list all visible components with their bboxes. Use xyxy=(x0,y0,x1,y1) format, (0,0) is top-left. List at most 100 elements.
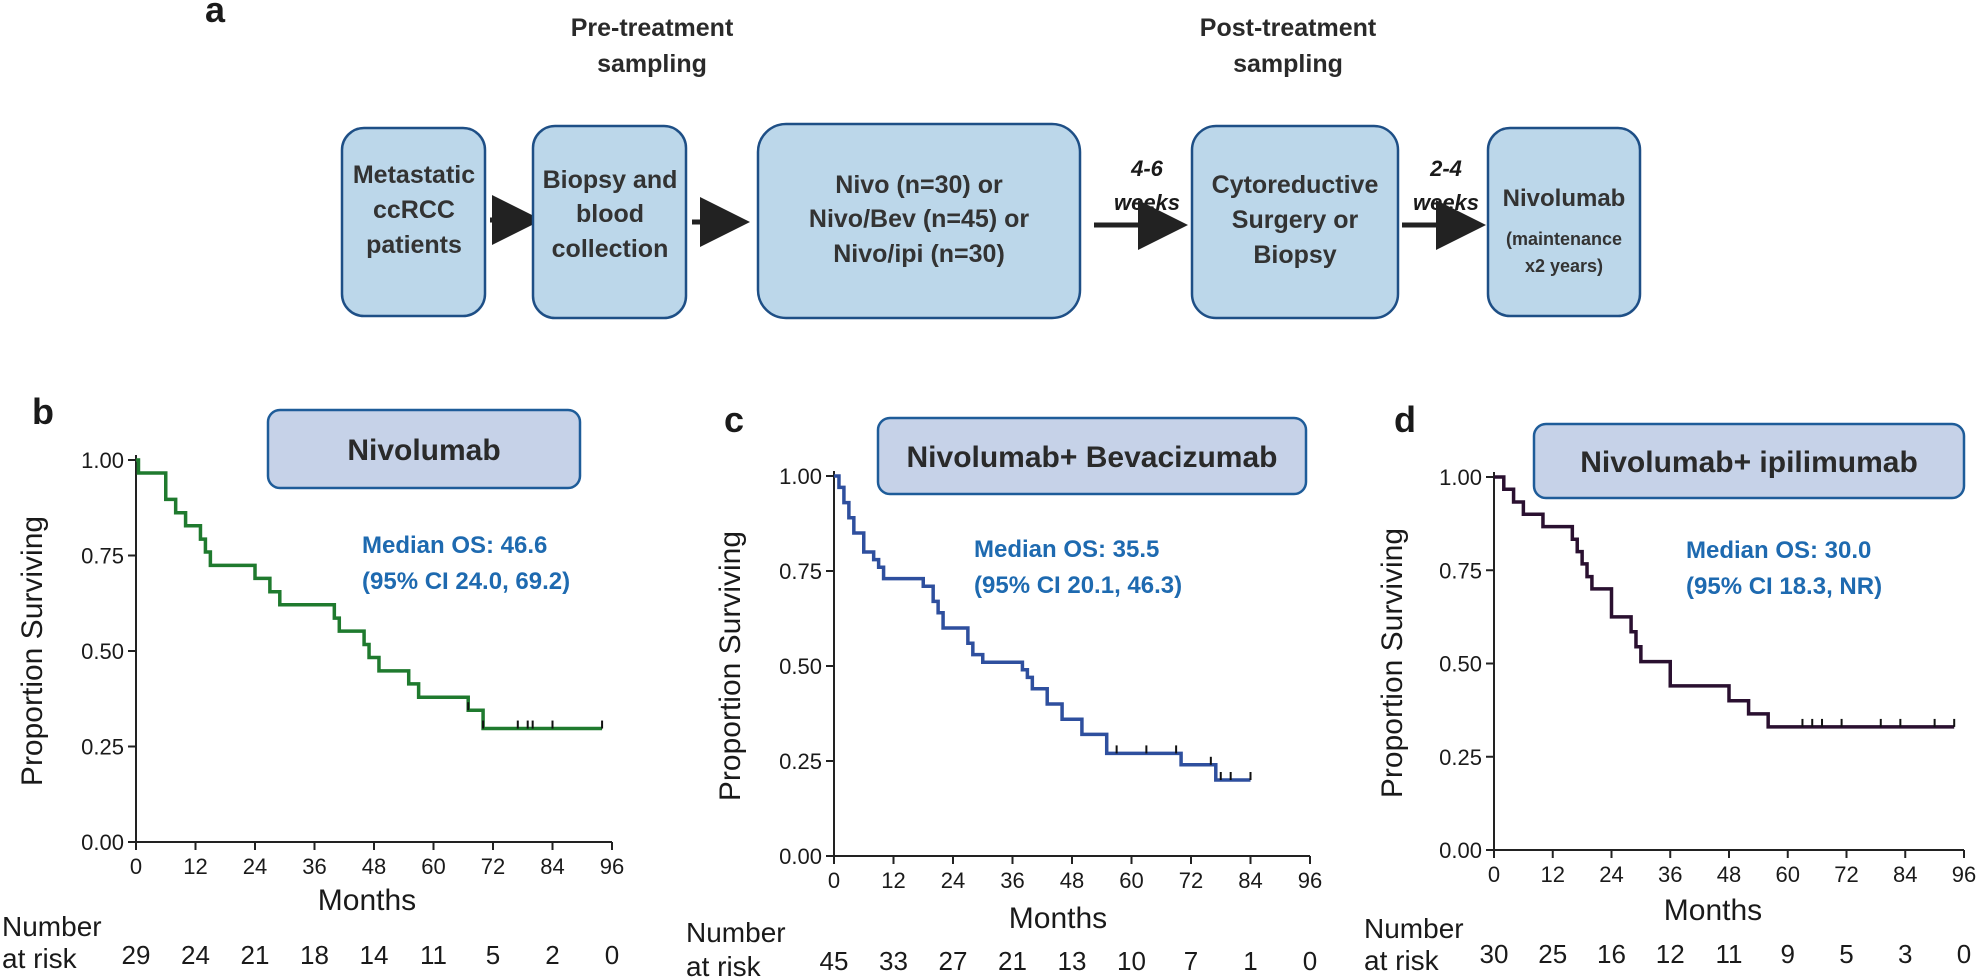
y-axis-label: Proportion Surviving xyxy=(1376,528,1409,798)
flow-box-surgery-line1: Cytoreductive xyxy=(1212,171,1379,199)
x-tick-label: 48 xyxy=(1060,868,1084,893)
y-tick-label: 0.00 xyxy=(81,830,124,855)
x-tick-label: 60 xyxy=(1776,862,1800,887)
flow-box-maintenance-line2: (maintenance xyxy=(1506,229,1622,249)
risk-count: 7 xyxy=(1184,946,1198,976)
median-os-ci-text: (95% CI 24.0, 69.2) xyxy=(362,568,570,595)
y-axis-label: Proportion Surviving xyxy=(714,531,747,801)
risk-count: 12 xyxy=(1656,939,1685,969)
x-tick-label: 24 xyxy=(1599,862,1623,887)
flow-box-surgery-line3: Biopsy xyxy=(1253,241,1336,269)
risk-count: 21 xyxy=(241,940,270,970)
y-tick-label: 0.25 xyxy=(81,735,124,760)
x-tick-label: 12 xyxy=(1541,862,1565,887)
y-tick-label: 0.25 xyxy=(779,749,822,774)
x-axis-label: Months xyxy=(1664,894,1762,927)
flow-box-biopsy-line2: blood xyxy=(576,200,644,228)
x-tick-label: 96 xyxy=(600,854,624,879)
arrow-label-2-4: 2-4 xyxy=(1429,156,1462,181)
panel-title: Nivolumab+ ipilimumab xyxy=(1580,446,1918,479)
x-tick-label: 48 xyxy=(1717,862,1741,887)
panel-title-box xyxy=(266,408,582,490)
flow-box-treatment-line3: Nivo/ipi (n=30) xyxy=(833,240,1005,268)
arrow-label-weeks-1: weeks xyxy=(1114,190,1180,215)
x-tick-label: 72 xyxy=(1179,868,1203,893)
y-tick-label: 0.00 xyxy=(779,844,822,869)
risk-count: 25 xyxy=(1538,939,1567,969)
flow-box-treatment-line1: Nivo (n=30) or xyxy=(835,171,1003,199)
risk-count: 3 xyxy=(1898,939,1912,969)
risk-count: 5 xyxy=(1839,939,1853,969)
risk-count: 24 xyxy=(181,940,210,970)
x-tick-label: 84 xyxy=(1238,868,1262,893)
y-tick-label: 0.75 xyxy=(779,559,822,584)
x-tick-label: 84 xyxy=(1893,862,1917,887)
x-tick-label: 0 xyxy=(1488,862,1500,887)
flow-box-patients-line2: ccRCC xyxy=(373,196,455,224)
pre-treatment-label-line1: Pre-treatment xyxy=(571,14,734,42)
flow-box-patients-line3: patients xyxy=(366,231,462,259)
risk-count: 27 xyxy=(939,946,968,976)
panel-label-c: c xyxy=(724,399,744,440)
x-tick-label: 36 xyxy=(1658,862,1682,887)
x-tick-label: 72 xyxy=(481,854,505,879)
x-tick-label: 48 xyxy=(362,854,386,879)
flow-box-patients-line1: Metastatic xyxy=(353,161,475,189)
risk-label-line1: Number xyxy=(1364,913,1464,944)
x-tick-label: 12 xyxy=(183,854,207,879)
median-os-ci-text: (95% CI 18.3, NR) xyxy=(1686,573,1882,600)
risk-count: 11 xyxy=(1716,939,1743,969)
median-os-text: Median OS: 30.0 xyxy=(1686,537,1871,564)
flow-box-biopsy xyxy=(531,124,688,320)
arrow-label-4-6: 4-6 xyxy=(1130,156,1164,181)
panel-title: Nivolumab xyxy=(347,434,500,467)
flow-box-maintenance xyxy=(1486,126,1642,318)
risk-label-line2: at risk xyxy=(1364,945,1440,976)
risk-count: 0 xyxy=(1303,946,1317,976)
km-panel-d: d Nivolumab+ ipilimumab Median OS: 30.0 (95… xyxy=(1364,399,1976,976)
x-tick-label: 12 xyxy=(881,868,905,893)
x-tick-label: 60 xyxy=(421,854,445,879)
risk-count: 14 xyxy=(360,940,389,970)
x-tick-label: 96 xyxy=(1298,868,1322,893)
risk-count: 11 xyxy=(420,940,447,970)
risk-count: 13 xyxy=(1058,946,1087,976)
x-tick-label: 24 xyxy=(243,854,267,879)
x-axis-label: Months xyxy=(318,884,416,917)
panel-label-b: b xyxy=(32,391,54,432)
km-panel-c: c Nivolumab+ Bevacizumab Median OS: 35.5 (9… xyxy=(686,399,1322,980)
survival-curve xyxy=(1494,475,1955,729)
flow-box-treatment-line2: Nivo/Bev (n=45) or xyxy=(809,205,1029,233)
flow-box-patients xyxy=(340,126,487,318)
flow-box-biopsy-line3: collection xyxy=(552,235,669,263)
risk-count: 1 xyxy=(1243,946,1257,976)
x-tick-label: 24 xyxy=(941,868,965,893)
risk-count: 21 xyxy=(998,946,1027,976)
flow-box-surgery xyxy=(1190,124,1400,320)
panel-label-a: a xyxy=(205,0,226,30)
x-tick-label: 0 xyxy=(130,854,142,879)
median-os-ci-text: (95% CI 20.1, 46.3) xyxy=(974,572,1182,599)
x-tick-label: 96 xyxy=(1952,862,1976,887)
survival-curve xyxy=(136,458,603,731)
x-tick-label: 72 xyxy=(1834,862,1858,887)
y-tick-label: 0.50 xyxy=(779,654,822,679)
risk-count: 2 xyxy=(545,940,559,970)
x-axis-label: Months xyxy=(1009,902,1107,935)
y-tick-label: 0.25 xyxy=(1439,745,1482,770)
flow-box-maintenance-line3: x2 years) xyxy=(1525,256,1603,276)
risk-count: 9 xyxy=(1781,939,1795,969)
flow-box-treatment xyxy=(756,122,1082,320)
flow-box-maintenance-line1: Nivolumab xyxy=(1503,185,1626,212)
post-treatment-label-line2: sampling xyxy=(1233,50,1343,78)
risk-count: 16 xyxy=(1597,939,1626,969)
x-tick-label: 36 xyxy=(1000,868,1024,893)
study-flow-diagram: a Pre-treatment sampling Post-treatment … xyxy=(205,0,1642,320)
risk-count: 29 xyxy=(122,940,151,970)
post-treatment-label-line1: Post-treatment xyxy=(1200,14,1377,42)
y-tick-label: 0.00 xyxy=(1439,838,1482,863)
flow-box-biopsy-line1: Biopsy and xyxy=(543,166,678,194)
risk-count: 5 xyxy=(486,940,500,970)
risk-count: 0 xyxy=(1957,939,1971,969)
